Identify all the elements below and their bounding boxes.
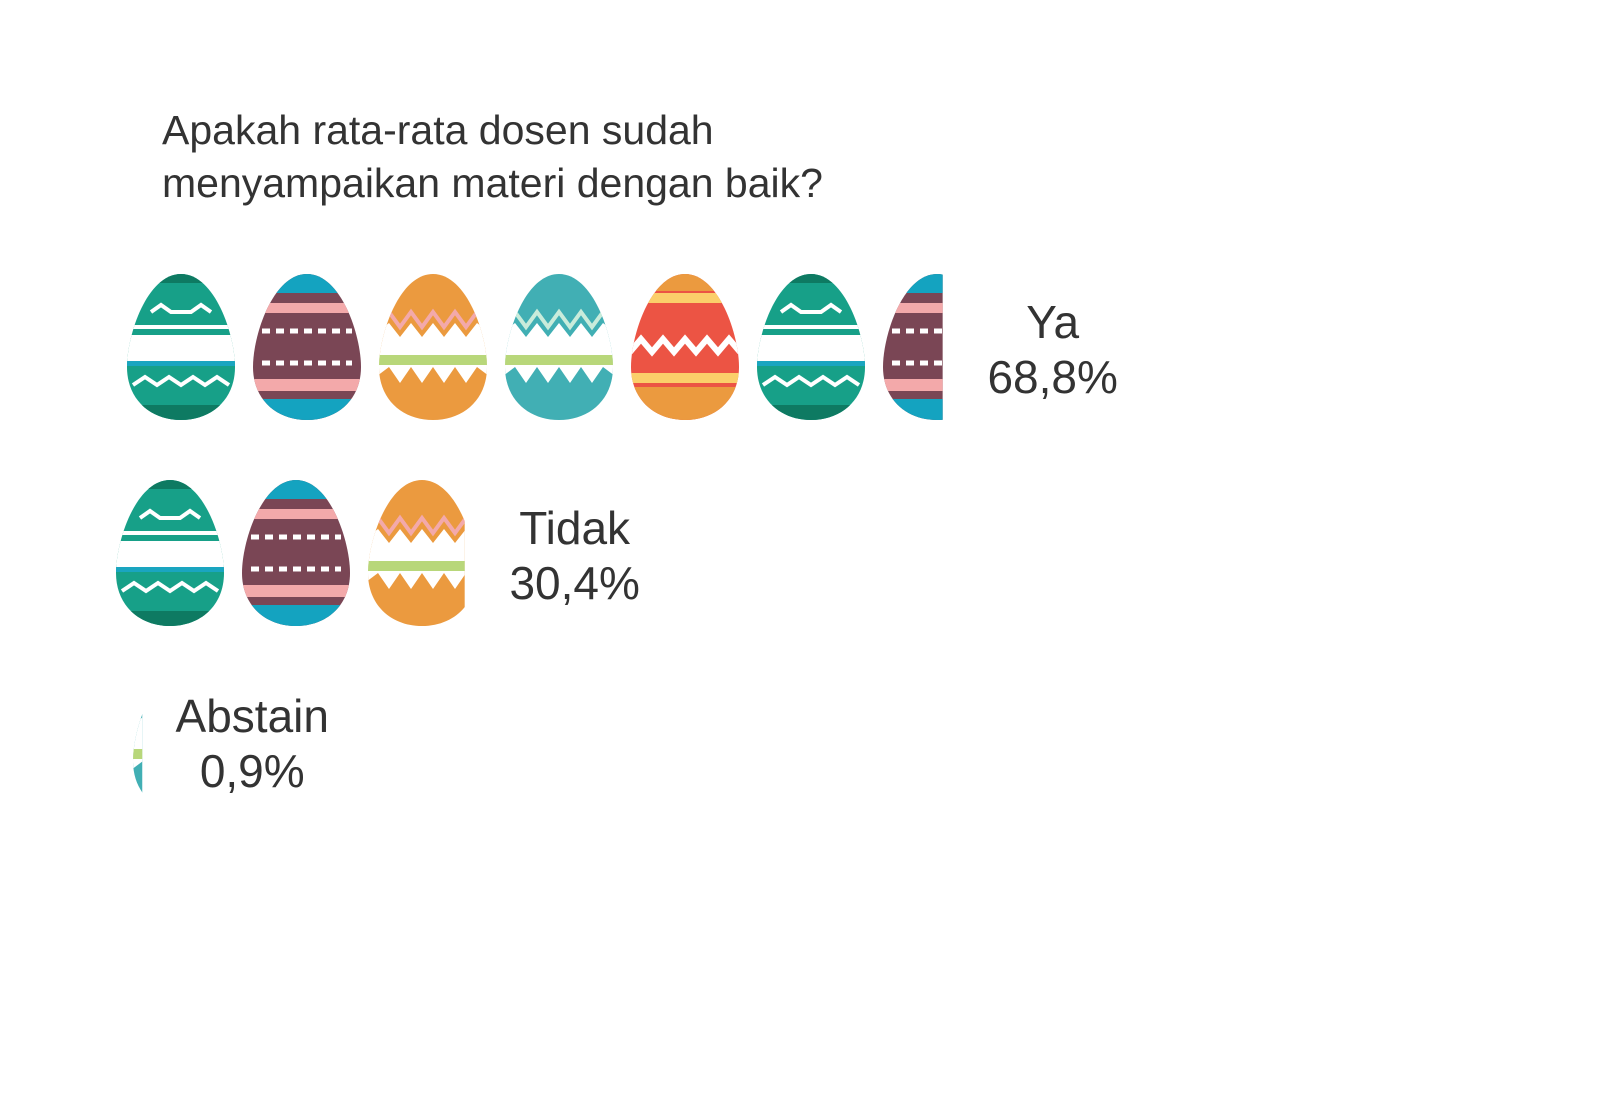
value-label: 68,8%	[987, 351, 1117, 403]
egg-shape	[379, 274, 487, 420]
egg-pattern	[757, 274, 865, 420]
egg	[505, 274, 613, 420]
category-label: Tidak	[519, 502, 631, 554]
egg-shape	[236, 473, 356, 635]
chart-title: Apakah rata-rata dosen sudah menyampaika…	[162, 107, 823, 206]
egg-pattern	[625, 267, 745, 429]
egg-row	[127, 267, 997, 429]
egg	[877, 267, 997, 429]
egg	[236, 473, 356, 635]
egg	[368, 480, 465, 626]
egg	[757, 274, 865, 420]
category-label: Abstain	[176, 690, 329, 742]
egg-pattern	[505, 274, 613, 420]
egg-pattern	[236, 473, 356, 635]
egg-shape	[505, 274, 613, 420]
egg-pattern	[379, 274, 487, 420]
value-label: 0,9%	[200, 745, 305, 797]
egg-pattern	[127, 274, 235, 420]
egg-pattern	[247, 267, 367, 429]
value-label: 30,4%	[509, 557, 639, 609]
egg	[116, 480, 224, 626]
egg	[379, 274, 487, 420]
egg	[247, 267, 367, 429]
egg-shape	[757, 274, 865, 420]
egg	[127, 274, 235, 420]
egg-shape	[127, 274, 235, 420]
egg-pattern	[877, 267, 997, 429]
egg-shape	[247, 267, 367, 429]
egg-pattern	[116, 480, 224, 626]
egg-shape	[625, 267, 745, 429]
category-label: Ya	[1026, 296, 1079, 348]
egg-shape	[116, 480, 224, 626]
egg-row	[116, 473, 465, 635]
egg	[625, 267, 745, 429]
egg-shape	[368, 480, 465, 626]
egg-shape	[877, 267, 997, 429]
egg-pattern	[368, 480, 465, 626]
